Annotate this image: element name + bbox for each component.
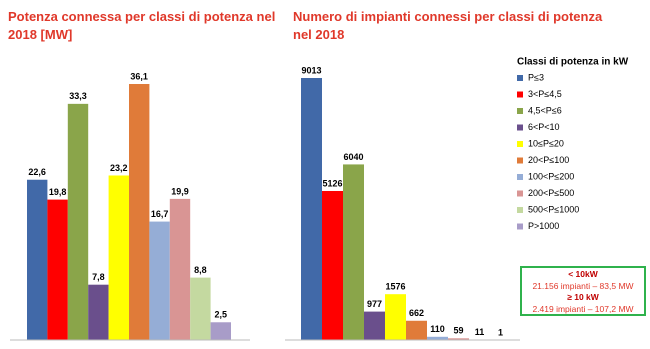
bar — [88, 284, 109, 340]
chart-title: Potenza connessa per classi di potenza n… — [8, 9, 276, 42]
value-label: 1576 — [385, 282, 405, 292]
bar — [210, 322, 231, 340]
legend-swatch — [517, 141, 523, 147]
value-label: 8,8 — [194, 265, 207, 275]
value-label: 33,3 — [69, 91, 87, 101]
legend-label: 3<P≤4,5 — [528, 89, 562, 99]
bar — [27, 179, 48, 340]
value-label: 19,9 — [171, 186, 189, 196]
bar — [364, 311, 385, 340]
value-label: 16,7 — [151, 209, 169, 219]
legend-swatch — [517, 223, 523, 230]
bar — [149, 221, 170, 340]
chart-title: Numero di impianti connessi per classi d… — [293, 9, 603, 42]
bar — [47, 199, 68, 340]
legend-title: Classi di potenza in kW — [517, 57, 629, 68]
value-label: 1 — [498, 327, 503, 337]
legend-label: 200<P≤500 — [528, 188, 574, 198]
value-label: 59 — [453, 326, 463, 336]
value-label: 977 — [367, 299, 382, 309]
bar — [406, 320, 427, 340]
bar — [190, 277, 211, 340]
bar — [448, 338, 469, 340]
bar — [322, 190, 343, 340]
legend-swatch — [517, 91, 523, 98]
legend-swatch — [517, 174, 523, 180]
bar — [301, 78, 322, 340]
legend-label: 100<P≤200 — [528, 171, 574, 181]
legend-label: 500<P≤1000 — [528, 204, 579, 214]
legend-label: 4,5<P≤6 — [528, 105, 562, 115]
value-label: 36,1 — [130, 71, 148, 81]
bar — [427, 336, 448, 340]
value-label: 22,6 — [28, 167, 46, 177]
value-label: 23,2 — [110, 163, 128, 173]
annotation-line: 21.156 impianti – 83,5 MW — [532, 280, 634, 291]
bar — [67, 103, 89, 340]
annotation-line: 2.419 impianti – 107,2 MW — [532, 303, 634, 314]
value-label: 9013 — [301, 65, 321, 75]
legend-label: P>1000 — [528, 221, 559, 231]
legend-label: 6<P<10 — [528, 122, 560, 132]
value-label: 110 — [430, 324, 445, 334]
legend-label: P≤3 — [528, 72, 544, 82]
value-label: 5126 — [322, 178, 342, 188]
value-label: 11 — [475, 327, 485, 337]
legend-swatch — [517, 207, 523, 213]
value-label: 7,8 — [92, 272, 105, 282]
legend-swatch — [517, 108, 523, 114]
annotation-box: < 10kW 21.156 impianti – 83,5 MW ≥ 10 kW… — [520, 266, 646, 316]
legend-swatch — [517, 75, 523, 81]
legend-label: 10≤P≤20 — [528, 138, 564, 148]
legend-label: 20<P≤100 — [528, 155, 569, 165]
bar — [385, 294, 406, 340]
legend-swatch — [517, 190, 523, 197]
bar — [108, 175, 129, 340]
value-label: 6040 — [343, 152, 363, 162]
legend-swatch — [517, 124, 523, 131]
bar — [169, 198, 191, 340]
legend-swatch — [517, 157, 523, 164]
value-label: 19,8 — [49, 187, 67, 197]
annotation-line: ≥ 10 kW — [567, 292, 599, 302]
value-label: 662 — [409, 308, 424, 318]
annotation-line: < 10kW — [568, 269, 598, 279]
bar — [129, 84, 150, 340]
value-label: 2,5 — [215, 310, 228, 320]
bar — [343, 164, 364, 340]
